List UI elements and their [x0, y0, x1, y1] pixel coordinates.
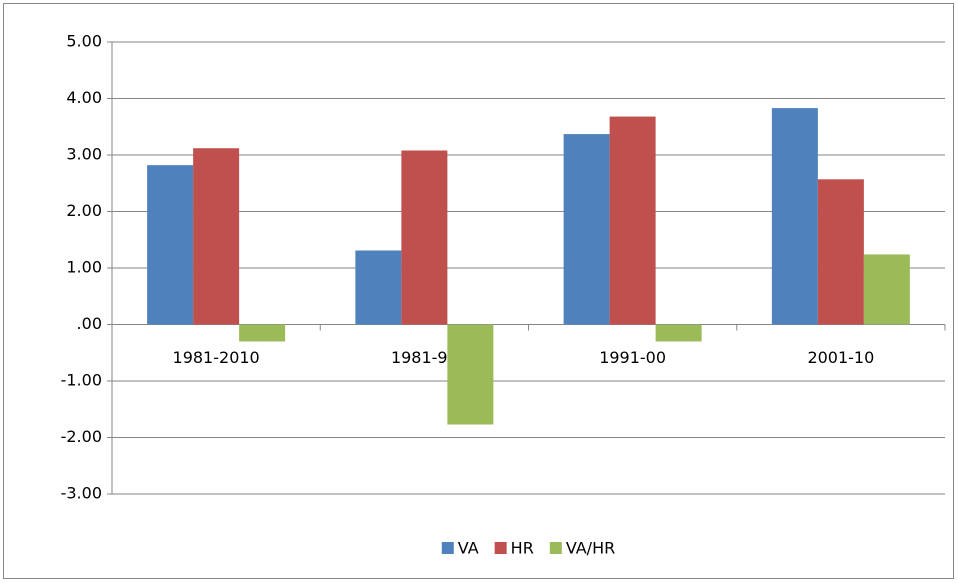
legend-label: VA/HR [566, 539, 615, 558]
bar [609, 116, 656, 325]
y-tick-label: 2.00 [66, 201, 102, 220]
legend-label: HR [511, 539, 534, 558]
bar [193, 148, 240, 325]
bar [655, 324, 702, 342]
y-tick-label: 5.00 [66, 32, 102, 51]
legend-swatch [549, 542, 562, 554]
x-tick-label: 2001-10 [807, 348, 874, 367]
x-tick-label: 1981-90 [391, 348, 458, 367]
y-tick-label: 1.00 [66, 258, 102, 277]
legend-swatch [494, 542, 507, 554]
y-tick-label: 3.00 [66, 145, 102, 164]
y-tick-label: -3.00 [61, 484, 102, 503]
bar [147, 165, 194, 325]
bar [817, 179, 864, 325]
bar [401, 150, 448, 325]
bar [863, 254, 910, 325]
bar [771, 108, 818, 325]
legend-label: VA [458, 539, 479, 558]
legend-swatch [441, 542, 454, 554]
y-tick-label: -1.00 [61, 371, 102, 390]
bar [563, 134, 610, 325]
y-tick-label: .00 [77, 314, 102, 333]
y-tick-label: -2.00 [61, 427, 102, 446]
bar [239, 324, 286, 342]
y-tick-label: 4.00 [66, 88, 102, 107]
x-tick-label: 1991-00 [599, 348, 666, 367]
bar [447, 324, 494, 425]
x-tick-label: 1981-2010 [173, 348, 260, 367]
bar [355, 250, 402, 325]
